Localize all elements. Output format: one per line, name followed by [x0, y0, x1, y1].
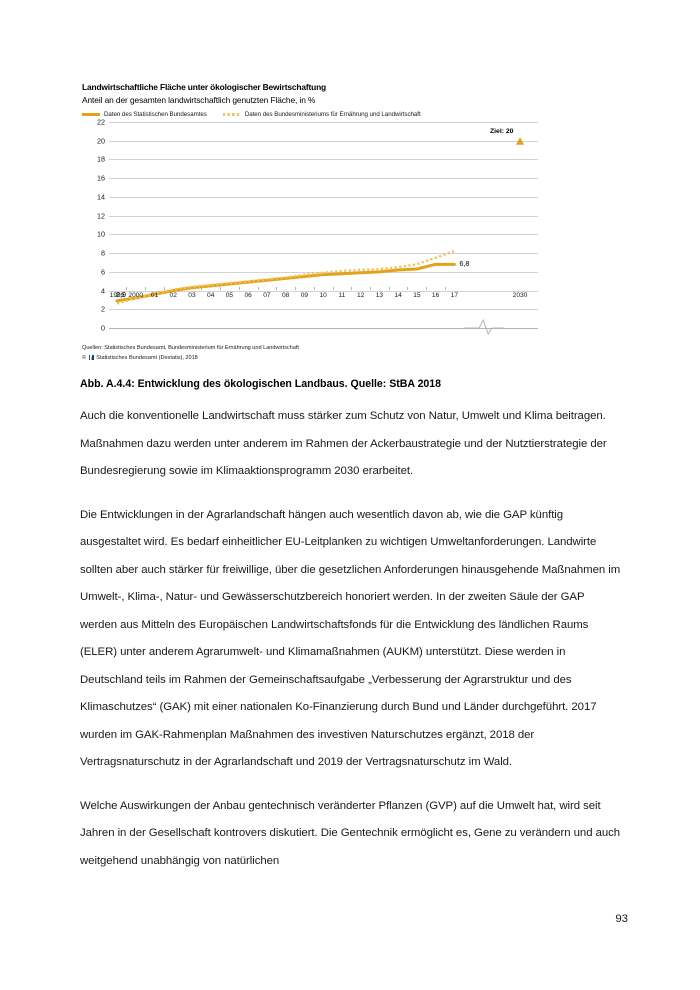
chart-canvas: [115, 137, 524, 336]
y-axis-tick-label: 10: [97, 229, 105, 239]
x-axis-tick-label: 1999: [109, 292, 125, 299]
target-label: Ziel: 20: [490, 127, 514, 135]
legend-label: Daten des Statistischen Bundesamtes: [104, 111, 207, 118]
x-axis-tick-label: 13: [375, 292, 384, 299]
gridline: [109, 196, 538, 198]
x-axis-tick-label: 08: [282, 292, 290, 299]
target-marker-triangle: [516, 137, 524, 145]
chart-sources: Quellen: Statistisches Bundesamt, Bundes…: [82, 344, 538, 362]
y-axis-tick-label: 20: [97, 136, 105, 146]
legend-item-bmel: Daten des Bundesministeriums für Ernähru…: [222, 111, 421, 118]
x-axis-tick: [388, 287, 390, 290]
x-axis-tick: [444, 287, 446, 290]
chart-title: Landwirtschaftliche Fläche unter ökologi…: [82, 82, 327, 92]
x-axis-tick: [238, 287, 240, 290]
x-axis-tick: [332, 287, 334, 290]
y-axis-tick-label: 18: [97, 154, 105, 164]
y-axis-tick-label: 6: [101, 267, 105, 277]
x-axis-tick-label: 16: [431, 292, 440, 299]
end-value-label: 6,8: [459, 259, 470, 269]
x-axis-tick-label: 01: [150, 292, 159, 299]
gridline: [109, 309, 538, 311]
series-line: [116, 250, 455, 305]
gridline: [109, 253, 538, 255]
y-axis-tick-label: 12: [97, 211, 105, 221]
y-axis-tick-label: 4: [101, 286, 105, 296]
x-axis-tick: [182, 287, 184, 290]
x-axis-tick: [276, 287, 278, 290]
figure-caption: Abb. A.4.4: Entwicklung des ökologischen…: [80, 378, 442, 390]
page-number: 93: [615, 913, 628, 925]
y-axis-tick-label: 0: [101, 323, 105, 333]
x-axis-tick-label: 09: [300, 292, 309, 299]
x-axis-tick-label: 11: [338, 292, 346, 299]
x-axis-tick: [220, 287, 222, 290]
x-axis-tick-label: 06: [244, 292, 252, 299]
chart-subtitle: Anteil an der gesamten landwirtschaftlic…: [82, 95, 316, 105]
legend-label: Daten des Bundesministeriums für Ernähru…: [244, 111, 421, 118]
x-axis-tick-label: 2000: [128, 292, 144, 299]
x-axis-tick-label: 05: [225, 292, 234, 299]
copyright-symbol: ©: [82, 354, 87, 361]
x-axis-tick: [407, 287, 409, 290]
x-axis-tick: [257, 287, 259, 290]
gridline: [109, 234, 538, 236]
x-axis-tick-label: 02: [169, 292, 177, 299]
legend-item-statistisches-bundesamt: Daten des Statistischen Bundesamtes: [82, 111, 207, 118]
x-axis-tick-label: 12: [356, 292, 365, 299]
legend-solid-line-icon: [82, 113, 100, 116]
x-axis-tick-label: 04: [207, 292, 215, 299]
x-axis-tick-label: 10: [319, 292, 327, 299]
gridline: [109, 215, 538, 217]
figure-chart: Landwirtschaftliche Fläche unter ökologi…: [82, 82, 538, 362]
x-axis-tick: [126, 287, 128, 290]
x-axis-tick-label: 07: [263, 292, 271, 299]
x-axis-tick-label: 15: [413, 292, 421, 299]
y-axis-tick-label: 14: [97, 192, 105, 202]
gridline: [109, 122, 538, 123]
copyright-line: © Statistisches Bundesamt (Destatis), 20…: [82, 354, 538, 363]
grid-area: 0 2 4 6 8 10 12 14 16 18 20 22: [97, 118, 538, 333]
start-value-label: 2,9: [116, 289, 126, 299]
x-axis-tick: [426, 287, 428, 290]
x-axis-tick: [313, 287, 315, 290]
y-axis-tick-label: 2: [101, 304, 105, 314]
x-axis-tick: [163, 287, 165, 290]
x-axis-tick-label: 2030: [512, 292, 528, 299]
plot-area: 0 2 4 6 8 10 12 14 16 18 20 22 2,9 6,8 Ziel: 20: [82, 118, 538, 336]
body-paragraph: Die Entwicklungen in der Agrarlandschaft…: [80, 508, 621, 769]
x-axis-tick: [370, 287, 371, 290]
gridline: [109, 159, 538, 161]
x-axis-tick-label: 03: [188, 292, 196, 299]
chart-legend: Daten des Statistischen Bundesamtes Date…: [82, 111, 538, 118]
y-axis-tick-label: 16: [97, 173, 105, 183]
x-axis-tick: [295, 287, 297, 290]
x-axis-tick: [145, 287, 147, 290]
body-text: Auch die konventionelle Landwirtschaft m…: [80, 403, 622, 891]
gridline: [109, 290, 538, 292]
gridline: [109, 328, 538, 329]
body-paragraph: Auch die konventionelle Landwirtschaft m…: [80, 410, 607, 477]
copyright-text: Statistisches Bundesamt (Destatis), 2018: [96, 354, 198, 361]
gridline: [109, 140, 538, 142]
destatis-logo-icon: [88, 355, 94, 361]
x-axis-tick: [201, 287, 203, 290]
axis-break-zigzag-icon: [464, 318, 504, 336]
x-axis-tick-label: 14: [394, 292, 402, 299]
x-axis-tick: [351, 287, 353, 290]
x-axis-tick-label: 17: [450, 292, 459, 299]
gridline: [109, 271, 538, 273]
y-axis-tick-label: 8: [101, 248, 105, 258]
x-axis: 1999 2000 01 02 03 04 05 06 07 08 09 10 11 12 13 14 15 16…: [109, 287, 538, 304]
y-axis-tick-label: 22: [97, 117, 105, 127]
body-paragraph: Welche Auswirkungen der Anbau gentechnis…: [80, 799, 621, 867]
legend-dotted-line-icon: [222, 113, 241, 116]
gridline: [109, 178, 538, 180]
sources-line: Quellen: Statistisches Bundesamt, Bundes…: [82, 345, 299, 351]
